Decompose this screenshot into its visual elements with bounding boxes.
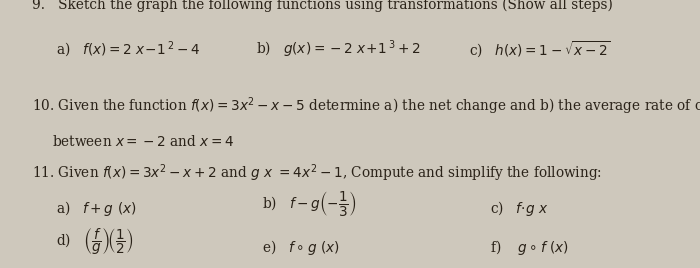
Text: a)   $f(x)=2\ x\!-\!1\,^{2}-4$: a) $f(x)=2\ x\!-\!1\,^{2}-4$ xyxy=(56,40,200,60)
Text: between $x=-2$ and $x=4$: between $x=-2$ and $x=4$ xyxy=(52,134,234,149)
Text: c)   $f{\cdot}g\ x$: c) $f{\cdot}g\ x$ xyxy=(490,199,548,218)
Text: 9.   Sketch the graph the following functions using transformations (Show all st: 9. Sketch the graph the following functi… xyxy=(32,0,612,12)
Text: b)   $f-g\left(-\dfrac{1}{3}\right)$: b) $f-g\left(-\dfrac{1}{3}\right)$ xyxy=(262,189,357,218)
Text: e)   $f\circ g\ (x)$: e) $f\circ g\ (x)$ xyxy=(262,238,340,257)
Text: f)    $g\circ f\ (x)$: f) $g\circ f\ (x)$ xyxy=(490,238,569,257)
Text: 11. Given $f(x)=3x^{2}-x+2$ and $g\ x\ =4x^{2}-1$, Compute and simplify the foll: 11. Given $f(x)=3x^{2}-x+2$ and $g\ x\ =… xyxy=(32,162,601,184)
Text: b)   $g(x)=-2\ x\!+\!1\,^{3}+2$: b) $g(x)=-2\ x\!+\!1\,^{3}+2$ xyxy=(256,39,420,60)
Text: d)   $\left(\dfrac{f}{g}\right)\!\left(\dfrac{1}{2}\right)$: d) $\left(\dfrac{f}{g}\right)\!\left(\df… xyxy=(56,227,134,257)
Text: 10. Given the function $f(x)=3x^{2}-x-5$ determine a) the net change and b) the : 10. Given the function $f(x)=3x^{2}-x-5$… xyxy=(32,95,700,117)
Text: a)   $f+g\ (x)$: a) $f+g\ (x)$ xyxy=(56,199,136,218)
Text: c)   $h(x)=1-\sqrt{x-2}$: c) $h(x)=1-\sqrt{x-2}$ xyxy=(469,40,611,60)
